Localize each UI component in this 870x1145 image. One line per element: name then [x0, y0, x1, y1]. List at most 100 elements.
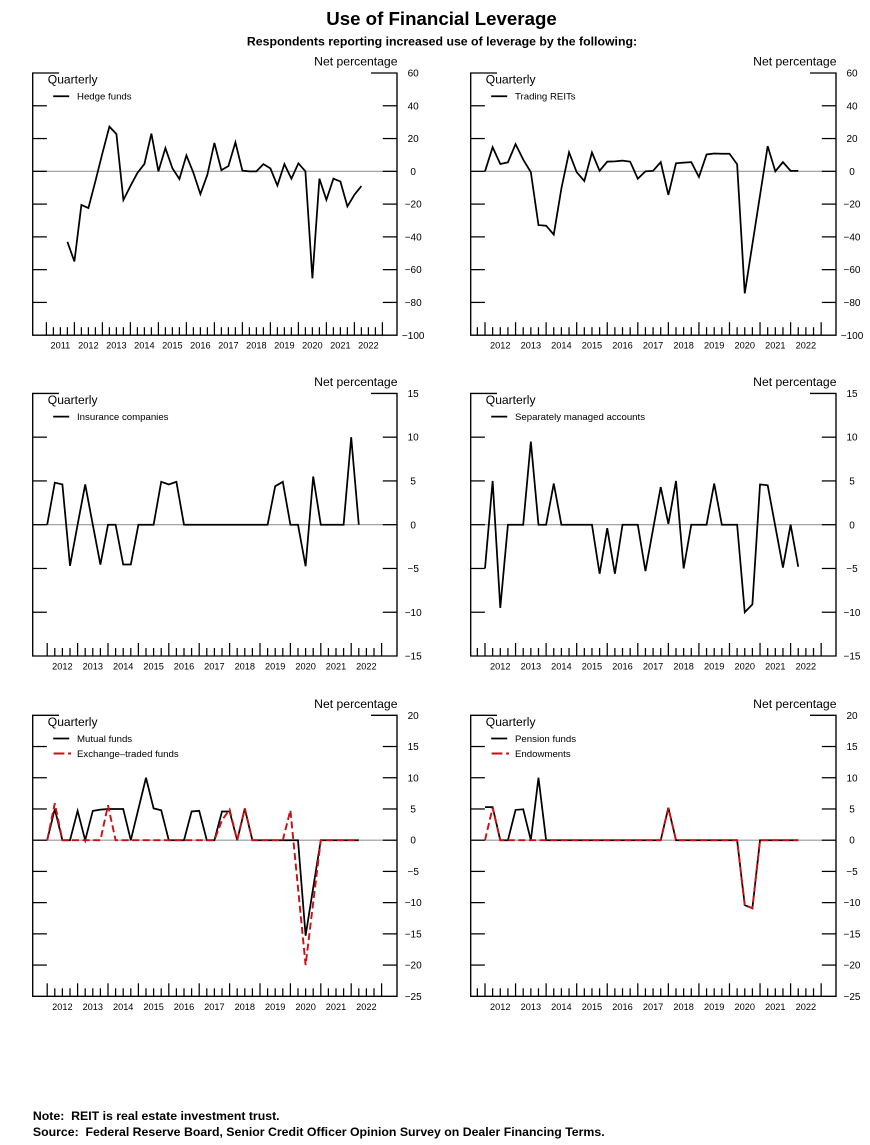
svg-text:2020: 2020 — [302, 341, 322, 351]
svg-text:2021: 2021 — [326, 1002, 346, 1012]
svg-text:0: 0 — [410, 167, 416, 178]
svg-text:2018: 2018 — [235, 662, 255, 672]
svg-text:2019: 2019 — [704, 341, 724, 351]
svg-text:0: 0 — [410, 520, 416, 531]
svg-text:2022: 2022 — [358, 341, 378, 351]
svg-text:2015: 2015 — [162, 341, 182, 351]
svg-text:−10: −10 — [844, 898, 861, 909]
svg-text:2019: 2019 — [704, 662, 724, 672]
svg-text:2015: 2015 — [582, 662, 602, 672]
svg-text:−100: −100 — [402, 331, 425, 342]
svg-text:Pension funds: Pension funds — [515, 734, 576, 745]
svg-text:Use of Financial Leverage: Use of Financial Leverage — [326, 8, 557, 29]
svg-text:−40: −40 — [405, 232, 422, 243]
svg-text:−20: −20 — [844, 961, 861, 972]
svg-text:10: 10 — [408, 773, 420, 784]
svg-text:2013: 2013 — [106, 341, 126, 351]
svg-text:−40: −40 — [844, 232, 861, 243]
svg-text:2021: 2021 — [765, 662, 785, 672]
svg-text:2017: 2017 — [643, 662, 663, 672]
svg-text:Endowments: Endowments — [515, 749, 571, 760]
svg-text:Note: REIT is real estate inv: Note: REIT is real estate investment tru… — [33, 1109, 280, 1123]
svg-text:Respondents reporting increase: Respondents reporting increased use of l… — [247, 35, 637, 49]
svg-text:2020: 2020 — [295, 662, 315, 672]
svg-text:2012: 2012 — [490, 662, 510, 672]
svg-text:20: 20 — [408, 134, 420, 145]
svg-text:2012: 2012 — [78, 341, 98, 351]
svg-text:2019: 2019 — [704, 1002, 724, 1012]
svg-text:60: 60 — [846, 69, 858, 80]
svg-text:2016: 2016 — [174, 1002, 194, 1012]
svg-text:10: 10 — [408, 433, 420, 444]
svg-text:Quarterly: Quarterly — [486, 73, 537, 87]
svg-text:2014: 2014 — [134, 341, 154, 351]
svg-text:20: 20 — [408, 711, 420, 722]
svg-text:2015: 2015 — [143, 1002, 163, 1012]
svg-text:2020: 2020 — [735, 1002, 755, 1012]
svg-text:2013: 2013 — [521, 662, 541, 672]
svg-text:Net percentage: Net percentage — [753, 55, 837, 69]
svg-text:2020: 2020 — [735, 341, 755, 351]
svg-text:−15: −15 — [405, 652, 422, 663]
svg-text:Quarterly: Quarterly — [48, 715, 99, 729]
svg-text:2014: 2014 — [551, 662, 571, 672]
svg-text:2022: 2022 — [796, 662, 816, 672]
svg-text:15: 15 — [408, 742, 420, 753]
svg-text:Quarterly: Quarterly — [486, 393, 537, 407]
svg-text:2022: 2022 — [796, 341, 816, 351]
svg-text:2015: 2015 — [582, 341, 602, 351]
svg-text:−15: −15 — [405, 929, 422, 940]
svg-text:2019: 2019 — [265, 662, 285, 672]
svg-text:2014: 2014 — [113, 662, 133, 672]
svg-text:Separately managed accounts: Separately managed accounts — [515, 412, 645, 423]
svg-text:−80: −80 — [844, 298, 861, 309]
svg-text:2012: 2012 — [52, 1002, 72, 1012]
svg-text:Net percentage: Net percentage — [753, 697, 837, 711]
svg-text:−80: −80 — [405, 298, 422, 309]
svg-text:20: 20 — [846, 711, 858, 722]
svg-text:Quarterly: Quarterly — [48, 73, 99, 87]
svg-text:2016: 2016 — [190, 341, 210, 351]
svg-text:2018: 2018 — [673, 662, 693, 672]
svg-text:15: 15 — [846, 742, 858, 753]
svg-text:2017: 2017 — [204, 662, 224, 672]
svg-text:5: 5 — [410, 805, 416, 816]
svg-text:5: 5 — [849, 476, 855, 487]
svg-text:2012: 2012 — [52, 662, 72, 672]
svg-text:Quarterly: Quarterly — [486, 715, 537, 729]
svg-text:2012: 2012 — [490, 341, 510, 351]
svg-text:0: 0 — [849, 520, 855, 531]
svg-text:2020: 2020 — [295, 1002, 315, 1012]
svg-text:−25: −25 — [844, 992, 861, 1003]
svg-text:0: 0 — [849, 167, 855, 178]
svg-text:2017: 2017 — [643, 341, 663, 351]
svg-text:2018: 2018 — [673, 1002, 693, 1012]
svg-text:2021: 2021 — [765, 341, 785, 351]
svg-text:2013: 2013 — [521, 341, 541, 351]
svg-text:2014: 2014 — [551, 1002, 571, 1012]
svg-text:2011: 2011 — [51, 341, 71, 351]
svg-text:Net percentage: Net percentage — [314, 375, 398, 389]
svg-text:2016: 2016 — [174, 662, 194, 672]
svg-text:−20: −20 — [405, 961, 422, 972]
svg-text:0: 0 — [849, 836, 855, 847]
svg-text:2021: 2021 — [765, 1002, 785, 1012]
svg-text:Trading REITs: Trading REITs — [515, 92, 576, 103]
svg-text:−100: −100 — [841, 331, 864, 342]
svg-text:10: 10 — [846, 433, 858, 444]
svg-text:2013: 2013 — [521, 1002, 541, 1012]
svg-text:−15: −15 — [844, 652, 861, 663]
svg-text:20: 20 — [846, 134, 858, 145]
svg-text:Net percentage: Net percentage — [753, 375, 837, 389]
svg-text:Net percentage: Net percentage — [314, 697, 398, 711]
svg-text:40: 40 — [408, 101, 420, 112]
svg-text:Insurance companies: Insurance companies — [77, 412, 169, 423]
svg-text:−10: −10 — [405, 608, 422, 619]
svg-text:2017: 2017 — [643, 1002, 663, 1012]
svg-text:−10: −10 — [844, 608, 861, 619]
svg-text:−10: −10 — [405, 898, 422, 909]
svg-text:Net percentage: Net percentage — [314, 55, 398, 69]
svg-text:2022: 2022 — [356, 1002, 376, 1012]
svg-text:2018: 2018 — [673, 341, 693, 351]
svg-text:15: 15 — [846, 389, 858, 400]
